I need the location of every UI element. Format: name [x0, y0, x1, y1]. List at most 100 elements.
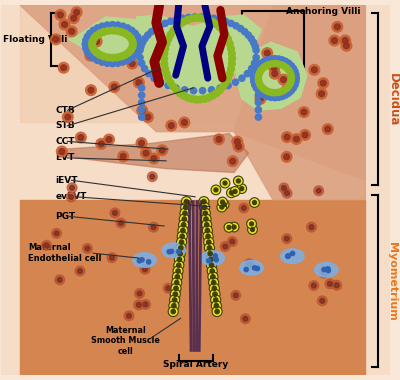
Circle shape	[250, 75, 257, 81]
Circle shape	[326, 267, 330, 271]
Circle shape	[151, 75, 157, 81]
Circle shape	[180, 208, 190, 218]
Circle shape	[256, 81, 263, 87]
Circle shape	[74, 9, 80, 15]
Circle shape	[286, 67, 292, 73]
Circle shape	[239, 75, 245, 81]
Circle shape	[210, 289, 220, 299]
Circle shape	[94, 25, 100, 31]
Circle shape	[205, 94, 212, 101]
Circle shape	[228, 60, 235, 67]
Circle shape	[225, 82, 231, 89]
Circle shape	[284, 86, 290, 92]
Circle shape	[66, 192, 76, 202]
Circle shape	[190, 88, 197, 94]
Circle shape	[115, 22, 121, 28]
Circle shape	[112, 211, 117, 215]
Circle shape	[142, 35, 148, 42]
Ellipse shape	[162, 243, 186, 258]
Circle shape	[213, 21, 220, 28]
Circle shape	[309, 281, 319, 290]
Circle shape	[166, 286, 171, 291]
Circle shape	[182, 120, 187, 125]
Circle shape	[71, 15, 77, 21]
Circle shape	[255, 87, 262, 94]
Circle shape	[124, 57, 131, 63]
Circle shape	[176, 21, 183, 28]
Circle shape	[256, 70, 263, 76]
Circle shape	[152, 25, 159, 32]
Circle shape	[177, 263, 181, 268]
Circle shape	[184, 94, 191, 101]
Circle shape	[87, 52, 93, 58]
Circle shape	[109, 22, 116, 28]
Circle shape	[271, 65, 277, 70]
Circle shape	[150, 174, 155, 179]
Circle shape	[202, 220, 212, 230]
Circle shape	[183, 211, 187, 215]
Circle shape	[299, 107, 309, 117]
Circle shape	[138, 60, 145, 66]
Circle shape	[311, 283, 316, 288]
Text: CTB: CTB	[55, 106, 75, 115]
Circle shape	[93, 49, 100, 56]
Circle shape	[96, 51, 103, 58]
Text: Maternal
Endothelial cell: Maternal Endothelial cell	[28, 244, 102, 263]
Circle shape	[332, 38, 337, 43]
Circle shape	[230, 191, 233, 195]
Circle shape	[214, 304, 218, 308]
Circle shape	[142, 267, 148, 272]
Circle shape	[228, 65, 234, 72]
Circle shape	[282, 185, 286, 190]
Circle shape	[129, 44, 136, 51]
Circle shape	[87, 30, 93, 36]
Circle shape	[211, 15, 217, 21]
Circle shape	[69, 28, 74, 34]
Circle shape	[226, 70, 233, 77]
Circle shape	[253, 65, 260, 71]
Circle shape	[262, 48, 272, 59]
Circle shape	[211, 275, 215, 279]
Circle shape	[203, 231, 213, 241]
Circle shape	[250, 39, 256, 46]
Circle shape	[272, 95, 278, 101]
Circle shape	[307, 222, 316, 232]
Circle shape	[136, 45, 142, 51]
FancyBboxPatch shape	[1, 5, 390, 375]
Circle shape	[139, 108, 145, 114]
Circle shape	[71, 7, 82, 17]
Circle shape	[173, 24, 180, 31]
Circle shape	[180, 18, 187, 25]
Circle shape	[275, 61, 281, 67]
Circle shape	[251, 72, 257, 78]
Circle shape	[173, 87, 180, 93]
Circle shape	[244, 71, 250, 77]
Circle shape	[124, 311, 134, 321]
Circle shape	[180, 240, 184, 244]
Circle shape	[279, 183, 289, 193]
Circle shape	[176, 90, 183, 97]
Circle shape	[44, 243, 49, 248]
Circle shape	[276, 94, 282, 100]
Circle shape	[116, 218, 126, 228]
Circle shape	[288, 72, 294, 78]
Circle shape	[248, 35, 254, 42]
Circle shape	[244, 259, 254, 269]
Circle shape	[169, 301, 179, 311]
Circle shape	[192, 96, 199, 103]
Circle shape	[140, 258, 144, 262]
Circle shape	[178, 220, 189, 230]
Circle shape	[202, 205, 207, 210]
Circle shape	[272, 60, 278, 67]
Circle shape	[285, 191, 290, 196]
Circle shape	[132, 52, 138, 58]
Circle shape	[104, 27, 111, 34]
Circle shape	[255, 107, 262, 113]
Circle shape	[322, 271, 326, 276]
Circle shape	[268, 56, 274, 62]
Circle shape	[199, 196, 209, 207]
Circle shape	[162, 20, 168, 27]
Circle shape	[200, 203, 210, 212]
Circle shape	[258, 90, 264, 96]
Circle shape	[227, 225, 231, 229]
